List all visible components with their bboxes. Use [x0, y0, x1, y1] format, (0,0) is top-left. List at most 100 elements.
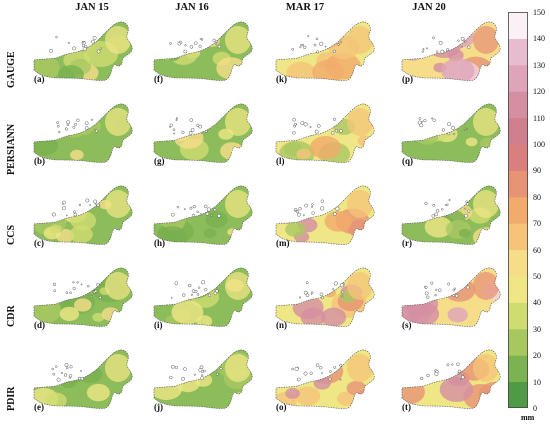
uae-map	[33, 21, 133, 81]
panel-label: (n)	[276, 320, 287, 330]
colorbar-cell	[508, 170, 528, 198]
column-header-3: MAR 17	[285, 2, 325, 13]
colorbar-tick-label: 70	[533, 219, 541, 229]
row-header-ccs: CCS	[6, 224, 17, 245]
colorbar-unit: mm	[521, 413, 535, 422]
uae-map	[33, 267, 133, 327]
uae-map	[153, 103, 253, 163]
colorbar-tick-label: 140	[533, 34, 545, 44]
map-panel: (m)	[272, 182, 380, 248]
colorbar-cell	[508, 355, 528, 383]
map-panel: (d)	[30, 264, 138, 330]
panel-label: (q)	[402, 156, 413, 166]
panel-label: (c)	[34, 238, 44, 248]
panel-label: (p)	[402, 74, 413, 84]
map-panel: (s)	[398, 264, 506, 330]
colorbar-cell	[508, 196, 528, 224]
colorbar-tick-label: 90	[533, 166, 541, 176]
row-header-persiann: PERSIANN	[6, 123, 17, 175]
map-panel: (b)	[30, 100, 138, 166]
map-panel: (o)	[272, 346, 380, 412]
map-panel: (l)	[272, 100, 380, 166]
panel-label: (k)	[276, 74, 287, 84]
colorbar-cell	[508, 144, 528, 171]
colorbar-tick-label: 10	[533, 377, 541, 387]
colorbar-cell	[508, 302, 528, 330]
colorbar-cell	[508, 328, 528, 356]
map-panel: (h)	[150, 182, 258, 248]
uae-map	[401, 267, 501, 327]
panel-label: (a)	[34, 74, 45, 84]
colorbar-cell	[508, 276, 528, 303]
row-header-pdir: PDIR	[6, 386, 17, 411]
colorbar-tick-label: 30	[533, 324, 541, 334]
colorbar-tick-label: 0	[533, 404, 537, 413]
uae-map	[153, 267, 253, 327]
colorbar-tick-label: 20	[533, 351, 541, 361]
uae-map	[401, 21, 501, 81]
panel-label: (b)	[34, 156, 45, 166]
colorbar-tick-label: 130	[533, 60, 545, 70]
uae-map	[275, 21, 375, 81]
colorbar-tick-label: 120	[533, 87, 545, 97]
panel-label: (m)	[276, 238, 290, 248]
uae-map	[275, 267, 375, 327]
uae-map	[401, 185, 501, 245]
panel-label: (r)	[402, 238, 412, 248]
colorbar	[508, 12, 528, 408]
uae-map	[275, 103, 375, 163]
map-panel: (p)	[398, 18, 506, 84]
panel-label: (h)	[154, 238, 165, 248]
map-panel: (a)	[30, 18, 138, 84]
map-panel: (c)	[30, 182, 138, 248]
map-panel: (e)	[30, 346, 138, 412]
map-panel: (g)	[150, 100, 258, 166]
colorbar-cell	[508, 117, 528, 145]
map-panel: (j)	[150, 346, 258, 412]
colorbar-cell	[508, 12, 528, 39]
colorbar-tick-label: 60	[533, 245, 541, 255]
column-header-4: JAN 20	[412, 2, 446, 13]
uae-map	[275, 185, 375, 245]
colorbar-cell	[508, 91, 528, 119]
map-panel: (q)	[398, 100, 506, 166]
panel-label: (i)	[154, 320, 163, 330]
map-panel: (n)	[272, 264, 380, 330]
column-header-2: JAN 16	[175, 2, 209, 13]
colorbar-tick-label: 80	[533, 192, 541, 202]
uae-map	[401, 103, 501, 163]
panel-label: (f)	[154, 74, 163, 84]
panel-label: (j)	[154, 402, 163, 412]
panel-label: (s)	[402, 320, 412, 330]
uae-map	[153, 21, 253, 81]
uae-map	[153, 349, 253, 409]
uae-map	[401, 349, 501, 409]
colorbar-tick-label: 110	[533, 113, 545, 123]
map-panel: (t)	[398, 346, 506, 412]
colorbar-cell	[508, 38, 528, 66]
colorbar-tick-label: 50	[533, 272, 541, 281]
panel-label: (e)	[34, 402, 44, 412]
column-header-1: JAN 15	[75, 2, 109, 13]
map-panel: (r)	[398, 182, 506, 248]
colorbar-cell	[508, 381, 528, 408]
panel-label: (t)	[402, 402, 411, 412]
uae-map	[153, 185, 253, 245]
colorbar-cell	[508, 249, 528, 277]
map-panel: (k)	[272, 18, 380, 84]
colorbar-cell	[508, 223, 528, 251]
panel-label: (d)	[34, 320, 45, 330]
colorbar-cell	[508, 64, 528, 92]
map-panel: (i)	[150, 264, 258, 330]
panel-label: (o)	[276, 402, 287, 412]
uae-map	[33, 349, 133, 409]
uae-map	[33, 103, 133, 163]
panel-label: (l)	[276, 156, 285, 166]
uae-map	[33, 185, 133, 245]
colorbar-tick-label: 40	[533, 298, 541, 308]
panel-label: (g)	[154, 156, 165, 166]
uae-map	[275, 349, 375, 409]
colorbar-tick-label: 150	[533, 8, 545, 17]
colorbar-tick-label: 100	[533, 140, 545, 149]
